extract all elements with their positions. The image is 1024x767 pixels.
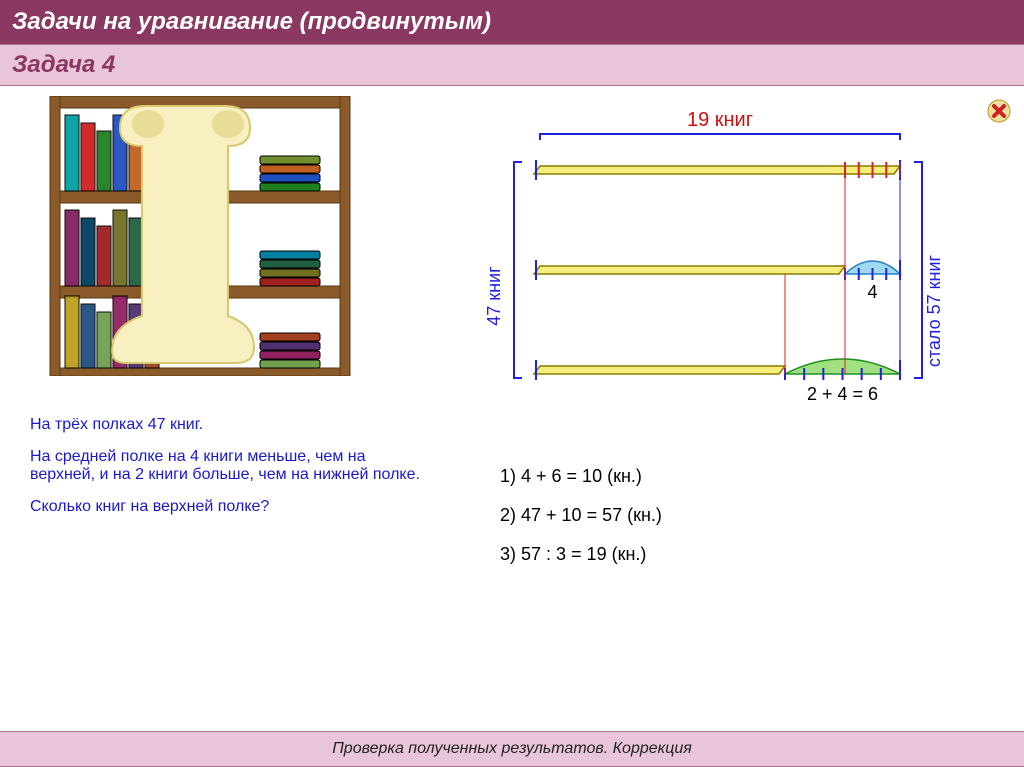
solution-step-1: 1) 4 + 6 = 10 (кн.) (500, 466, 990, 487)
problem-line-1: На трёх полках 47 книг. (30, 416, 430, 434)
footer: Проверка полученных результатов. Коррекц… (0, 731, 1024, 767)
svg-text:стало 57 книг: стало 57 книг (924, 254, 944, 367)
solution-steps: 1) 4 + 6 = 10 (кн.) 2) 47 + 10 = 57 (кн.… (470, 466, 990, 565)
task-header: Задача 4 (0, 44, 1024, 86)
diagram: 19 книг 4 2 + 4 = 6 47 книг стало 57 книг (470, 106, 970, 426)
problem-statement: На трёх полках 47 книг. На средней полке… (30, 416, 430, 516)
bookshelf-illustration (30, 96, 370, 376)
problem-line-2: На средней полке на 4 книги меньше, чем … (30, 448, 430, 484)
page-header: Задачи на уравнивание (продвинутым) (0, 0, 1024, 44)
svg-text:4: 4 (867, 282, 877, 302)
svg-text:19 книг: 19 книг (687, 109, 753, 131)
solution-step-2: 2) 47 + 10 = 57 (кн.) (500, 505, 990, 526)
content-area: На трёх полках 47 книг. На средней полке… (0, 86, 1024, 686)
problem-line-3: Сколько книг на верхней полке? (30, 498, 430, 516)
svg-text:47 книг: 47 книг (484, 266, 504, 326)
svg-text:2 + 4 = 6: 2 + 4 = 6 (807, 384, 878, 404)
solution-step-3: 3) 57 : 3 = 19 (кн.) (500, 544, 990, 565)
